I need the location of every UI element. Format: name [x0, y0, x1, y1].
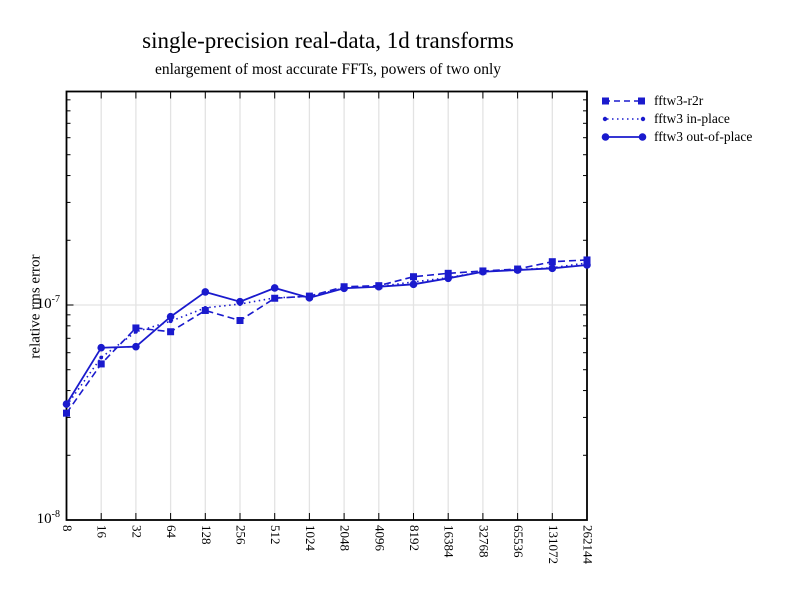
marker-circle — [166, 312, 175, 321]
marker-circle — [236, 297, 244, 306]
marker-circle — [583, 261, 591, 269]
x-tick-label: 131072 — [546, 525, 561, 564]
legend: fftw3-r2r fftw3 in-place fftw3 out-of-pl… — [601, 92, 752, 146]
x-tick-label: 256 — [234, 525, 249, 545]
x-tick-label: 65536 — [511, 525, 526, 558]
x-tick-label: 64 — [164, 525, 179, 539]
marker-circle — [513, 266, 522, 274]
x-tick-label: 32 — [129, 525, 144, 538]
marker-circle — [548, 264, 557, 273]
series-line-fftw3-in-place — [65, 262, 588, 407]
marker-circle — [97, 343, 105, 352]
x-tick-label: 8192 — [407, 525, 422, 551]
marker-circle — [375, 282, 383, 291]
marker-circle — [132, 342, 140, 351]
legend-item-fftw3-r2r: fftw3-r2r — [601, 92, 752, 110]
x-tick-label: 16 — [95, 525, 110, 539]
marker-square — [63, 409, 70, 417]
legend-label: fftw3 out-of-place — [654, 129, 753, 144]
marker-dot — [134, 329, 138, 334]
x-tick-label: 262144 — [581, 525, 596, 565]
marker-dot — [99, 355, 104, 360]
chart-subtitle: enlargement of most accurate FFTs, power… — [154, 61, 501, 78]
x-tick-label: 512 — [268, 525, 283, 545]
marker-square — [548, 258, 556, 266]
marker-dot — [272, 295, 277, 300]
legend-item-fftw3-out-of-place: fftw3 out-of-place — [601, 128, 752, 146]
dashed-square-sample-icon — [602, 97, 645, 105]
solid-circle-sample-icon — [601, 133, 647, 141]
legend-item-fftw3-in-place: fftw3 in-place — [601, 110, 752, 128]
x-tick-label: 1024 — [303, 525, 318, 552]
marker-square — [236, 317, 244, 325]
marker-square — [97, 360, 105, 368]
marker-square — [167, 328, 175, 336]
x-tick-label: 32768 — [476, 525, 491, 558]
x-tick-label: 4096 — [372, 525, 387, 552]
series-line-fftw3-out-of-place — [65, 264, 588, 405]
dotted-dot-sample-icon — [602, 116, 646, 122]
marker-square — [583, 256, 591, 264]
x-tick-label: 8 — [60, 525, 75, 532]
x-tick-label: 16384 — [442, 525, 457, 558]
marker-circle — [479, 267, 487, 276]
marker-circle — [305, 294, 314, 302]
marker-square — [132, 324, 140, 332]
x-tick-label: 128 — [199, 525, 214, 545]
marker-circle — [340, 284, 348, 293]
chart-title: single-precision real-data, 1d transform… — [142, 28, 514, 53]
marker-circle — [201, 288, 210, 296]
x-tick-label: 2048 — [338, 525, 353, 551]
legend-label: fftw3-r2r — [654, 93, 704, 108]
marker-circle — [444, 274, 453, 283]
marker-square — [444, 269, 452, 277]
y-tick-label: 10-8 — [36, 509, 60, 527]
marker-dot — [203, 305, 208, 310]
marker-circle — [270, 284, 279, 292]
marker-square — [410, 273, 417, 281]
legend-label: fftw3 in-place — [654, 111, 730, 126]
y-tick-label: 10-7 — [36, 294, 60, 312]
marker-circle — [62, 400, 71, 408]
marker-circle — [409, 280, 418, 289]
marker-square — [201, 306, 209, 314]
series-line-fftw3-r2r — [65, 259, 588, 414]
plot-frame — [65, 90, 588, 521]
